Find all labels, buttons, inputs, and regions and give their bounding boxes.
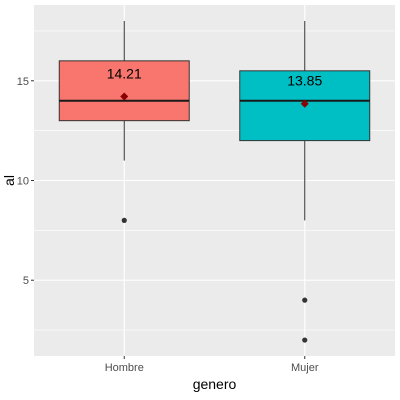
x-axis-title: genero [193,376,237,392]
x-tick-label: Hombre [105,362,144,374]
mean-marker [120,92,129,101]
axes: 5 10 15 Hombre Mujer [17,76,319,374]
box-group-hombre: 14.21 [58,20,190,223]
box-series: 14.21 13.85 [58,20,371,343]
y-tick-label: 10 [17,176,29,188]
mean-label: 13.85 [287,73,322,89]
outlier-point [302,337,308,343]
x-tick-label: Mujer [291,362,319,374]
y-tick-label: 5 [23,275,29,287]
box-group-mujer: 13.85 [239,20,371,343]
outlier-point [302,297,308,303]
mean-marker [300,99,309,108]
box-iqr [239,70,371,142]
box-iqr [58,60,190,122]
mean-label: 14.21 [107,66,142,82]
y-tick-label: 15 [17,76,29,88]
outlier-point [121,217,127,223]
y-axis-title: al [1,175,17,186]
